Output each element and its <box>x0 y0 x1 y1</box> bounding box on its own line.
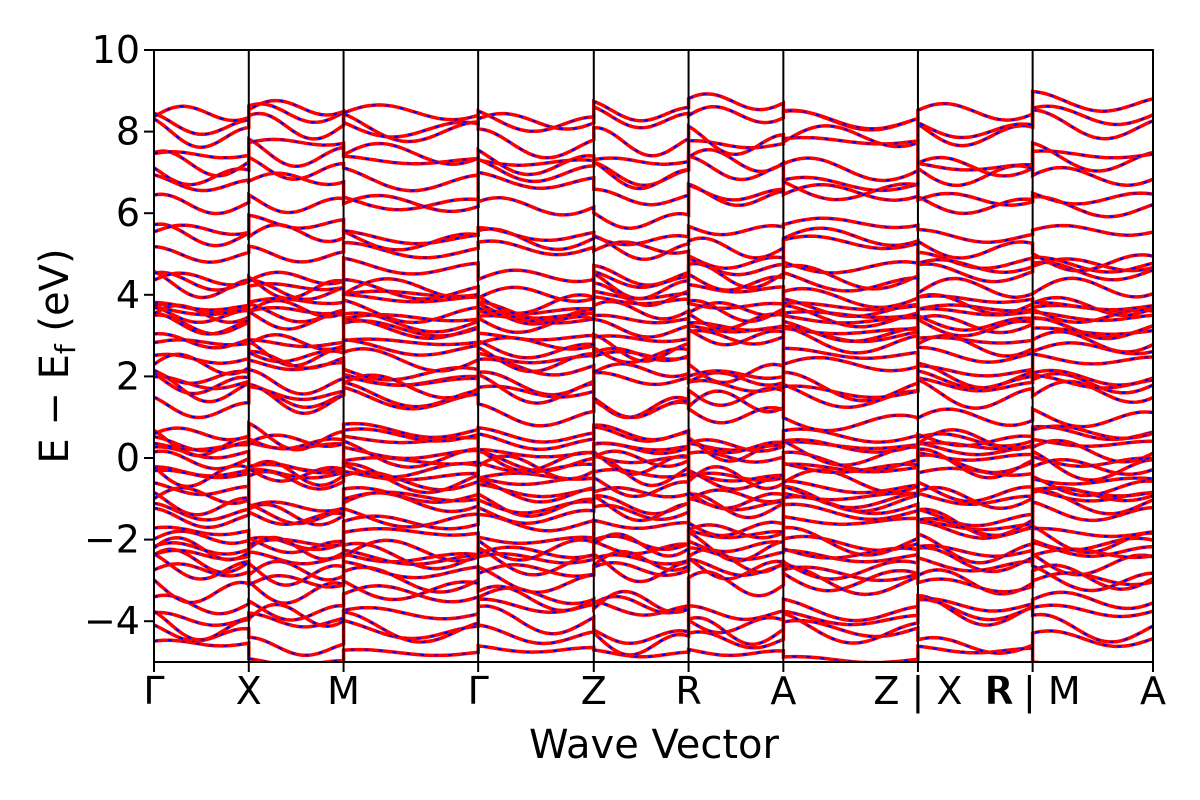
band-line-dashed <box>154 371 1153 401</box>
band-line-dashed <box>154 303 1153 332</box>
x-tick-label: Z <box>581 669 607 713</box>
band-line-dashed <box>154 281 1153 334</box>
band-line-dashed <box>154 300 1153 340</box>
band-line <box>154 370 1153 420</box>
band-line-dashed <box>154 314 1153 364</box>
y-tick-label: 8 <box>116 110 140 154</box>
y-tick-label: 2 <box>116 354 140 398</box>
x-tick-label: R <box>987 669 1013 713</box>
band-line-dashed <box>154 325 1153 364</box>
y-tick-label: 10 <box>92 28 140 72</box>
band-line-dashed <box>154 422 1153 454</box>
x-tick-label: A <box>1140 669 1166 713</box>
band-line <box>154 557 1153 594</box>
band-line-dashed <box>154 546 1153 601</box>
band-line <box>154 447 1153 495</box>
band-line <box>154 638 1048 662</box>
x-axis-ticks: Γ X M Γ Z R A Z | X R | M A R <box>143 662 1166 714</box>
band-line <box>154 170 1153 212</box>
band-line-dashed <box>154 182 1153 230</box>
band-line-dashed <box>154 261 1153 303</box>
high-symmetry-lines <box>247 50 1034 662</box>
band-line-dashed <box>154 324 1153 348</box>
y-tick-label: −4 <box>84 599 140 643</box>
band-line-dashed <box>154 262 1153 315</box>
band-line-dashed <box>154 544 1153 565</box>
band-line <box>154 213 1153 247</box>
y-axis-label-main: E − E <box>32 354 78 464</box>
band-line-dashed <box>154 136 1153 171</box>
x-tick-label: M <box>327 669 360 713</box>
band-line <box>154 593 1153 657</box>
y-tick-label: 0 <box>116 436 140 480</box>
band-line-dashed <box>154 223 1153 272</box>
band-line <box>154 478 1153 513</box>
y-axis-label-sub: f <box>49 343 82 354</box>
band-line-dashed <box>154 90 1153 139</box>
band-line-dashed <box>154 494 1153 537</box>
band-line <box>154 596 1153 629</box>
x-axis-label: Wave Vector <box>529 722 780 768</box>
band-line-dashed <box>154 154 1153 201</box>
band-line-dashed <box>154 485 1153 526</box>
y-axis-label-unit: (eV) <box>32 248 78 344</box>
band-line-dashed <box>154 235 1153 276</box>
band-line-dashed <box>154 513 1153 554</box>
y-tick-label: 6 <box>116 191 140 235</box>
x-tick-label: R <box>675 669 701 713</box>
y-axis-label: E − Ef (eV) <box>32 248 82 463</box>
y-tick-label: −2 <box>84 518 140 562</box>
band-line <box>154 440 1153 475</box>
x-tick-label: Γ <box>143 669 164 713</box>
band-line <box>154 424 1153 454</box>
band-line-dashed <box>154 584 1153 634</box>
band-line-dashed <box>154 435 1153 458</box>
band-line <box>154 289 1153 320</box>
band-line <box>154 108 1153 160</box>
band-line-dashed <box>154 532 1153 592</box>
band-line <box>154 486 1153 528</box>
x-tick-label: A <box>770 669 796 713</box>
band-line <box>154 618 1153 658</box>
band-line <box>154 449 1153 491</box>
band-lines <box>154 89 1153 662</box>
band-line <box>154 469 1153 510</box>
band-line-dashed <box>154 102 1153 139</box>
x-tick-label: R | M <box>985 669 1081 714</box>
x-tick-label: Z | X <box>873 669 962 714</box>
band-line-dashed <box>154 137 1153 190</box>
x-tick-label: X <box>236 669 262 713</box>
band-line <box>154 514 1153 548</box>
band-line <box>154 296 1153 339</box>
x-tick-label: Γ <box>468 669 489 713</box>
plot-frame <box>153 49 1154 663</box>
y-axis-ticks: 10 8 6 4 2 0 −2 −4 <box>84 28 154 643</box>
y-tick-label: 4 <box>116 273 140 317</box>
